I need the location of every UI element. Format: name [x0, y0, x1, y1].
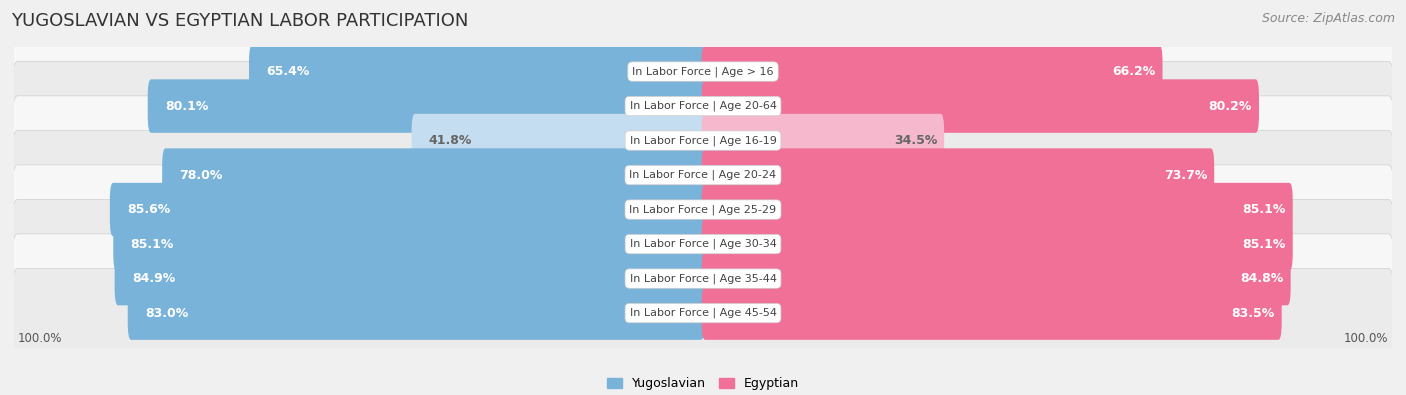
FancyBboxPatch shape: [13, 130, 1393, 220]
Text: 34.5%: 34.5%: [894, 134, 938, 147]
Text: In Labor Force | Age 35-44: In Labor Force | Age 35-44: [630, 273, 776, 284]
Text: YUGOSLAVIAN VS EGYPTIAN LABOR PARTICIPATION: YUGOSLAVIAN VS EGYPTIAN LABOR PARTICIPAT…: [11, 12, 468, 30]
FancyBboxPatch shape: [13, 61, 1393, 151]
Text: 80.1%: 80.1%: [165, 100, 208, 113]
FancyBboxPatch shape: [13, 165, 1393, 254]
FancyBboxPatch shape: [13, 27, 1393, 116]
FancyBboxPatch shape: [702, 286, 1282, 340]
FancyBboxPatch shape: [702, 114, 945, 167]
FancyBboxPatch shape: [114, 217, 704, 271]
Text: 66.2%: 66.2%: [1112, 65, 1156, 78]
FancyBboxPatch shape: [13, 269, 1393, 358]
Text: 100.0%: 100.0%: [1344, 333, 1389, 346]
Text: 85.1%: 85.1%: [1243, 237, 1286, 250]
FancyBboxPatch shape: [702, 45, 1163, 98]
FancyBboxPatch shape: [13, 96, 1393, 185]
Text: 85.6%: 85.6%: [127, 203, 170, 216]
FancyBboxPatch shape: [128, 286, 704, 340]
Legend: Yugoslavian, Egyptian: Yugoslavian, Egyptian: [602, 372, 804, 395]
Text: In Labor Force | Age 25-29: In Labor Force | Age 25-29: [630, 204, 776, 215]
FancyBboxPatch shape: [13, 234, 1393, 323]
Text: 100.0%: 100.0%: [17, 333, 62, 346]
Text: 83.0%: 83.0%: [145, 307, 188, 320]
FancyBboxPatch shape: [115, 252, 704, 305]
Text: 78.0%: 78.0%: [180, 169, 222, 182]
Text: 80.2%: 80.2%: [1209, 100, 1253, 113]
FancyBboxPatch shape: [162, 149, 704, 202]
Text: 73.7%: 73.7%: [1164, 169, 1208, 182]
Text: 85.1%: 85.1%: [131, 237, 174, 250]
Text: In Labor Force | Age 45-54: In Labor Force | Age 45-54: [630, 308, 776, 318]
Text: 84.9%: 84.9%: [132, 272, 176, 285]
Text: In Labor Force | Age 30-34: In Labor Force | Age 30-34: [630, 239, 776, 249]
Text: 65.4%: 65.4%: [266, 65, 309, 78]
Text: Source: ZipAtlas.com: Source: ZipAtlas.com: [1261, 12, 1395, 25]
FancyBboxPatch shape: [148, 79, 704, 133]
FancyBboxPatch shape: [702, 183, 1292, 236]
FancyBboxPatch shape: [110, 183, 704, 236]
Text: In Labor Force | Age 16-19: In Labor Force | Age 16-19: [630, 135, 776, 146]
FancyBboxPatch shape: [412, 114, 704, 167]
Text: In Labor Force | Age > 16: In Labor Force | Age > 16: [633, 66, 773, 77]
Text: In Labor Force | Age 20-64: In Labor Force | Age 20-64: [630, 101, 776, 111]
FancyBboxPatch shape: [702, 217, 1292, 271]
Text: In Labor Force | Age 20-24: In Labor Force | Age 20-24: [630, 170, 776, 181]
FancyBboxPatch shape: [13, 199, 1393, 289]
Text: 83.5%: 83.5%: [1232, 307, 1275, 320]
Text: 85.1%: 85.1%: [1243, 203, 1286, 216]
FancyBboxPatch shape: [249, 45, 704, 98]
FancyBboxPatch shape: [702, 252, 1291, 305]
FancyBboxPatch shape: [702, 149, 1215, 202]
Text: 41.8%: 41.8%: [429, 134, 472, 147]
FancyBboxPatch shape: [702, 79, 1258, 133]
Text: 84.8%: 84.8%: [1240, 272, 1284, 285]
